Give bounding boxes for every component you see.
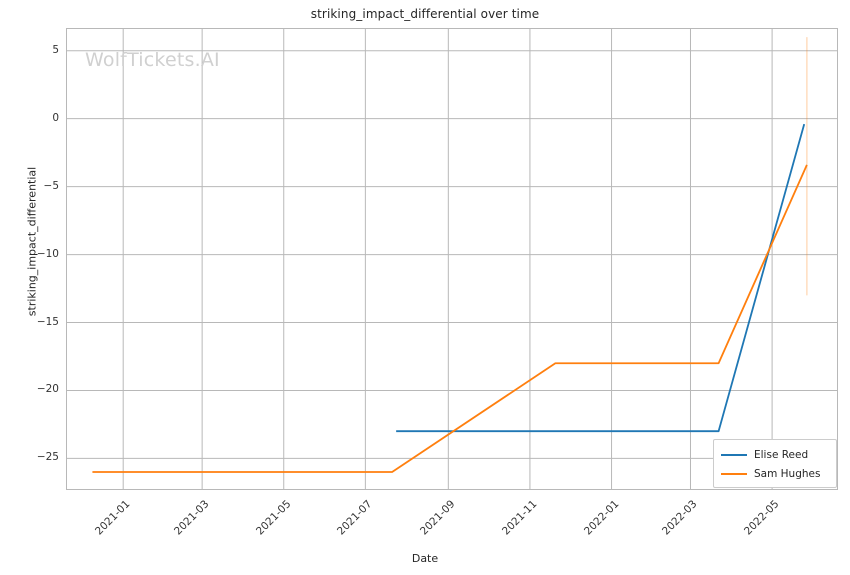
- legend-color-swatch-sam-hughes: [721, 472, 747, 475]
- series-line-sam-hughes: [92, 164, 808, 473]
- legend-item-elise-reed[interactable]: Elise Reed: [721, 445, 829, 464]
- x-tick-label: 2021-07: [335, 498, 375, 538]
- x-tick-label: 2021-09: [418, 498, 458, 538]
- chart-legend: Elise Reed Sam Hughes: [713, 439, 837, 488]
- y-tick-label: −20: [36, 383, 59, 396]
- x-tick-label: 2022-01: [581, 498, 622, 538]
- legend-label-elise-reed: Elise Reed: [754, 448, 809, 461]
- y-tick-label: −25: [36, 451, 59, 464]
- legend-label-sam-hughes: Sam Hughes: [754, 467, 821, 480]
- x-tick-label: 2021-05: [253, 498, 294, 538]
- plot-canvas: [67, 29, 837, 489]
- legend-item-sam-hughes[interactable]: Sam Hughes: [721, 464, 829, 483]
- legend-color-swatch-elise-reed: [721, 453, 747, 456]
- x-tick-label: 2021-11: [499, 498, 540, 538]
- x-tick-label: 2021-01: [93, 498, 133, 538]
- y-tick-label: −5: [43, 179, 59, 192]
- x-tick-label: 2022-03: [660, 498, 700, 538]
- series-line-elise-reed: [396, 123, 806, 433]
- x-tick-label: 2021-03: [172, 498, 212, 538]
- y-axis-label: striking_impact_differential: [25, 166, 39, 317]
- y-tick-label: 0: [52, 111, 59, 124]
- chart-title: striking_impact_differential over time: [310, 7, 540, 21]
- plot-area: WolfTickets.AI: [66, 28, 838, 490]
- x-tick-label: 2022-05: [742, 498, 782, 538]
- y-tick-label: 5: [52, 43, 59, 56]
- y-tick-label: −15: [36, 315, 59, 328]
- y-tick-label: −10: [36, 247, 59, 260]
- x-axis-label: Date: [411, 552, 439, 565]
